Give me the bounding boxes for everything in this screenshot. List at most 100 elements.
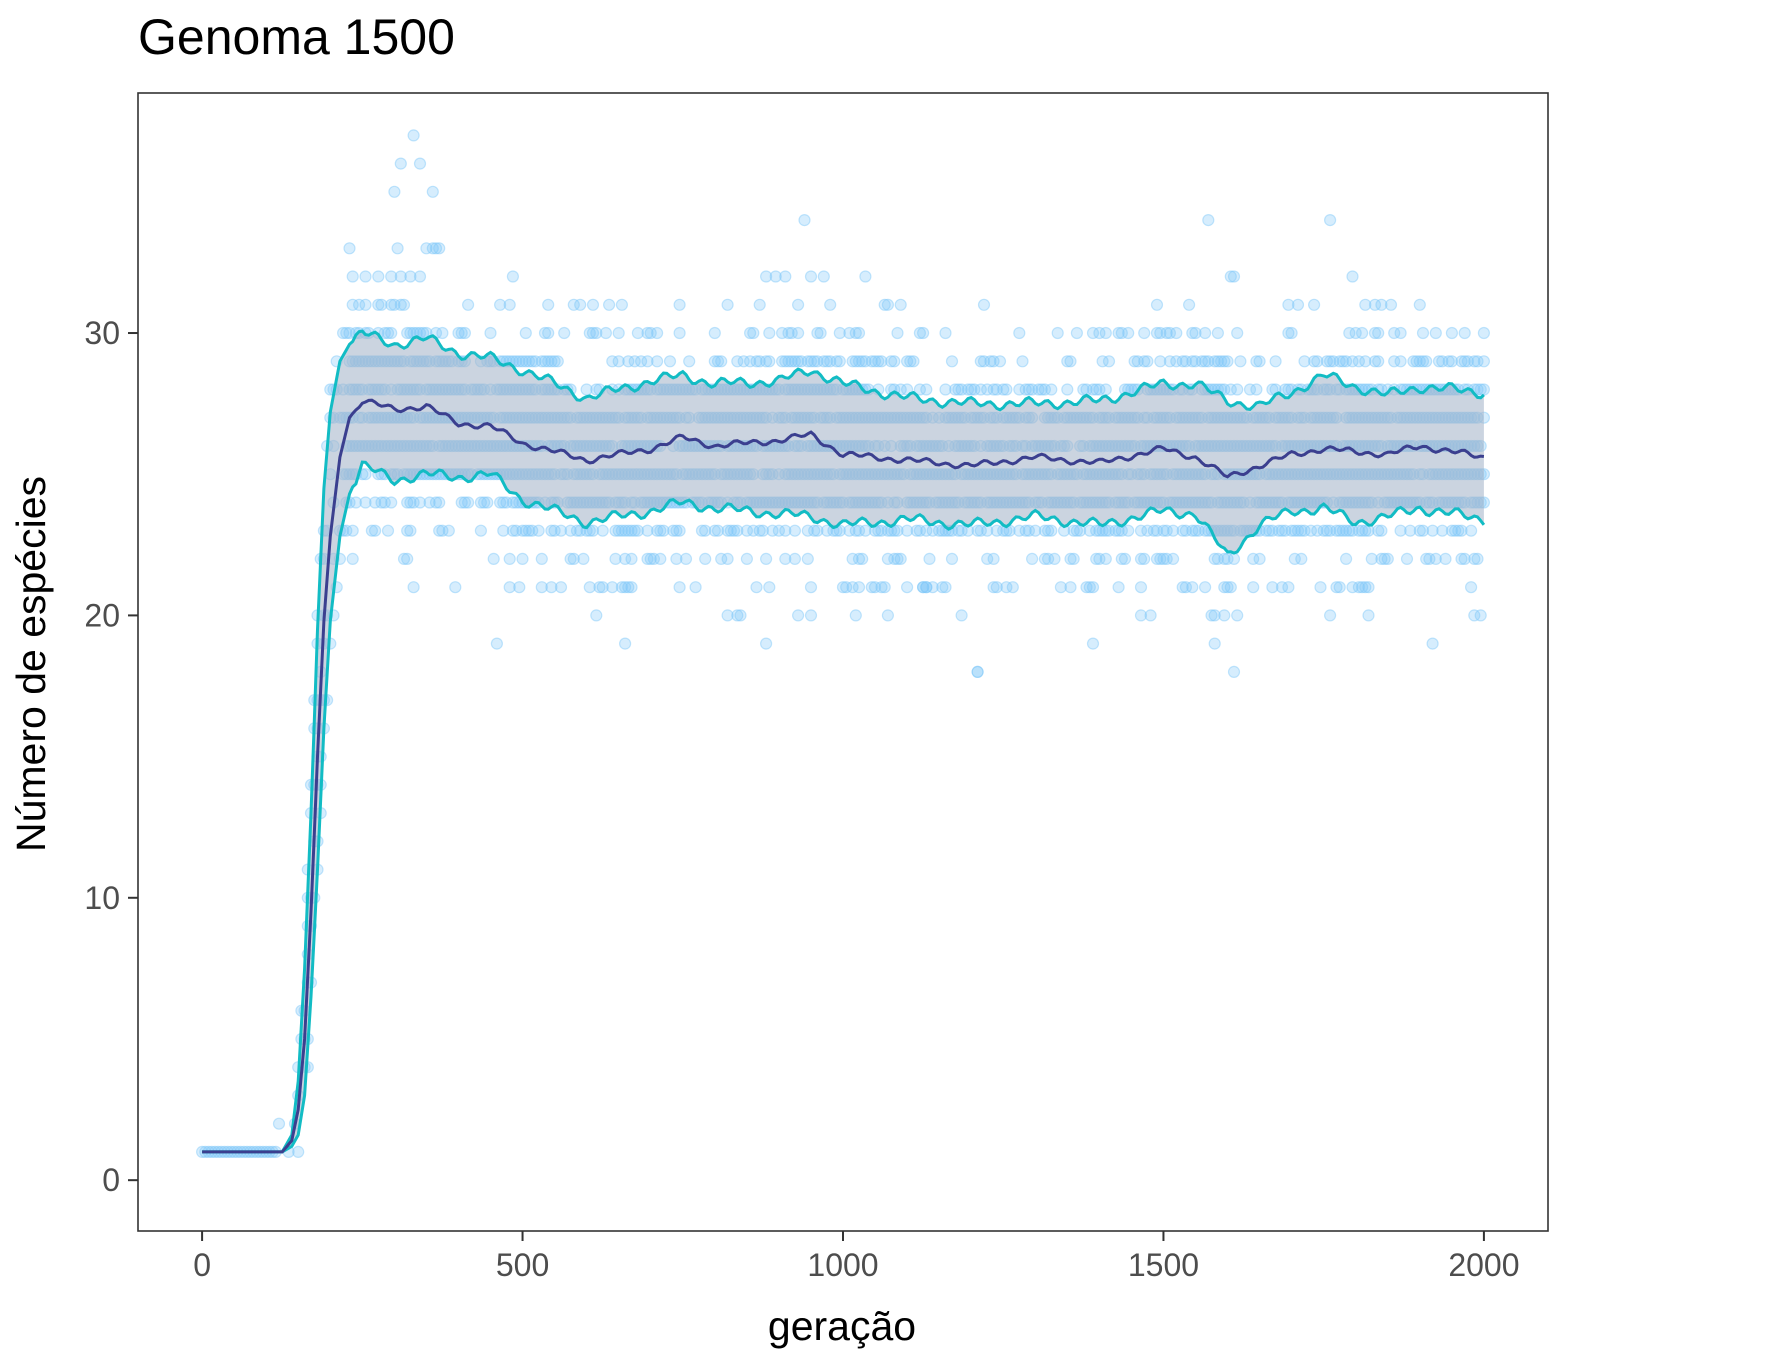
- data-point: [1179, 355, 1193, 368]
- data-point: [763, 326, 776, 340]
- data-point: [654, 524, 667, 537]
- data-point: [1352, 581, 1366, 594]
- data-point: [1416, 326, 1430, 340]
- data-point: [715, 552, 728, 566]
- x-tick-label: 500: [496, 1247, 549, 1283]
- data-point: [650, 524, 664, 537]
- data-point: [881, 552, 895, 566]
- data-point: [602, 298, 616, 311]
- data-point: [817, 270, 830, 283]
- data-point: [1112, 581, 1125, 594]
- data-point: [785, 326, 798, 340]
- data-point: [420, 242, 433, 255]
- data-point: [1291, 298, 1305, 311]
- data-point: [1375, 298, 1388, 311]
- data-point: [564, 552, 577, 566]
- data-point: [987, 355, 1000, 368]
- data-point: [413, 157, 427, 170]
- data-point: [1263, 524, 1276, 537]
- data-point: [529, 355, 542, 368]
- data-point: [404, 524, 417, 537]
- data-point: [891, 326, 904, 340]
- data-point: [667, 524, 680, 537]
- data-point: [551, 355, 564, 368]
- data-point: [1186, 355, 1199, 368]
- data-point: [1355, 581, 1369, 594]
- data-point: [1407, 355, 1420, 368]
- data-point: [1195, 355, 1209, 368]
- data-point: [993, 355, 1007, 368]
- data-point: [657, 524, 670, 537]
- data-point: [372, 298, 385, 311]
- data-point: [1304, 524, 1318, 537]
- data-point: [920, 524, 933, 537]
- data-point: [856, 355, 869, 368]
- data-point: [1234, 355, 1247, 368]
- data-point: [663, 355, 677, 368]
- data-point: [596, 581, 609, 594]
- data-point: [804, 609, 818, 622]
- data-point: [426, 185, 439, 198]
- data-point: [474, 496, 487, 509]
- data-point: [1019, 524, 1032, 537]
- data-point: [1208, 637, 1221, 650]
- data-point: [1041, 524, 1055, 537]
- data-point: [955, 383, 968, 396]
- data-point: [503, 298, 516, 311]
- data-point: [888, 355, 901, 368]
- data-point: [891, 552, 904, 566]
- data-point: [791, 355, 805, 368]
- data-point: [1144, 609, 1157, 622]
- data-point: [583, 581, 596, 594]
- data-point: [1259, 524, 1273, 537]
- data-point: [433, 524, 446, 537]
- data-point: [1163, 326, 1177, 340]
- data-point: [1355, 524, 1369, 537]
- data-point: [920, 581, 933, 594]
- data-point: [567, 298, 580, 311]
- data-point: [1471, 355, 1484, 368]
- data-point: [1157, 552, 1170, 566]
- data-point: [1032, 383, 1045, 396]
- y-tick-label: 20: [84, 597, 120, 633]
- data-point: [385, 326, 398, 340]
- data-point: [462, 298, 475, 311]
- data-point: [407, 581, 420, 594]
- data-point: [1436, 524, 1449, 537]
- data-point: [641, 326, 654, 340]
- data-point: [1275, 581, 1289, 594]
- data-point: [596, 524, 609, 537]
- data-point: [708, 524, 721, 537]
- data-point: [936, 581, 949, 594]
- data-point: [1163, 355, 1177, 368]
- data-point: [1426, 524, 1439, 537]
- data-point: [1186, 326, 1199, 340]
- data-point: [820, 524, 834, 537]
- data-point: [1330, 524, 1343, 537]
- data-point: [1166, 524, 1180, 537]
- data-point: [939, 326, 952, 340]
- data-point: [971, 665, 984, 679]
- data-point: [939, 581, 952, 594]
- data-point: [1122, 524, 1135, 537]
- data-point: [884, 355, 898, 368]
- data-point: [881, 609, 895, 622]
- data-point: [1218, 355, 1231, 368]
- data-point: [1448, 524, 1462, 537]
- data-point: [1227, 270, 1241, 283]
- data-point: [615, 298, 629, 311]
- data-point: [759, 637, 773, 650]
- data-point: [888, 552, 901, 566]
- data-point: [1224, 270, 1237, 283]
- data-point: [740, 524, 754, 537]
- data-point: [779, 552, 792, 566]
- data-point: [570, 524, 584, 537]
- data-point: [625, 524, 638, 537]
- data-point: [1006, 581, 1019, 594]
- data-point: [606, 355, 619, 368]
- data-point: [990, 383, 1003, 396]
- data-point: [779, 270, 792, 283]
- data-point: [574, 298, 587, 311]
- data-point: [1160, 552, 1173, 566]
- data-point: [567, 552, 580, 566]
